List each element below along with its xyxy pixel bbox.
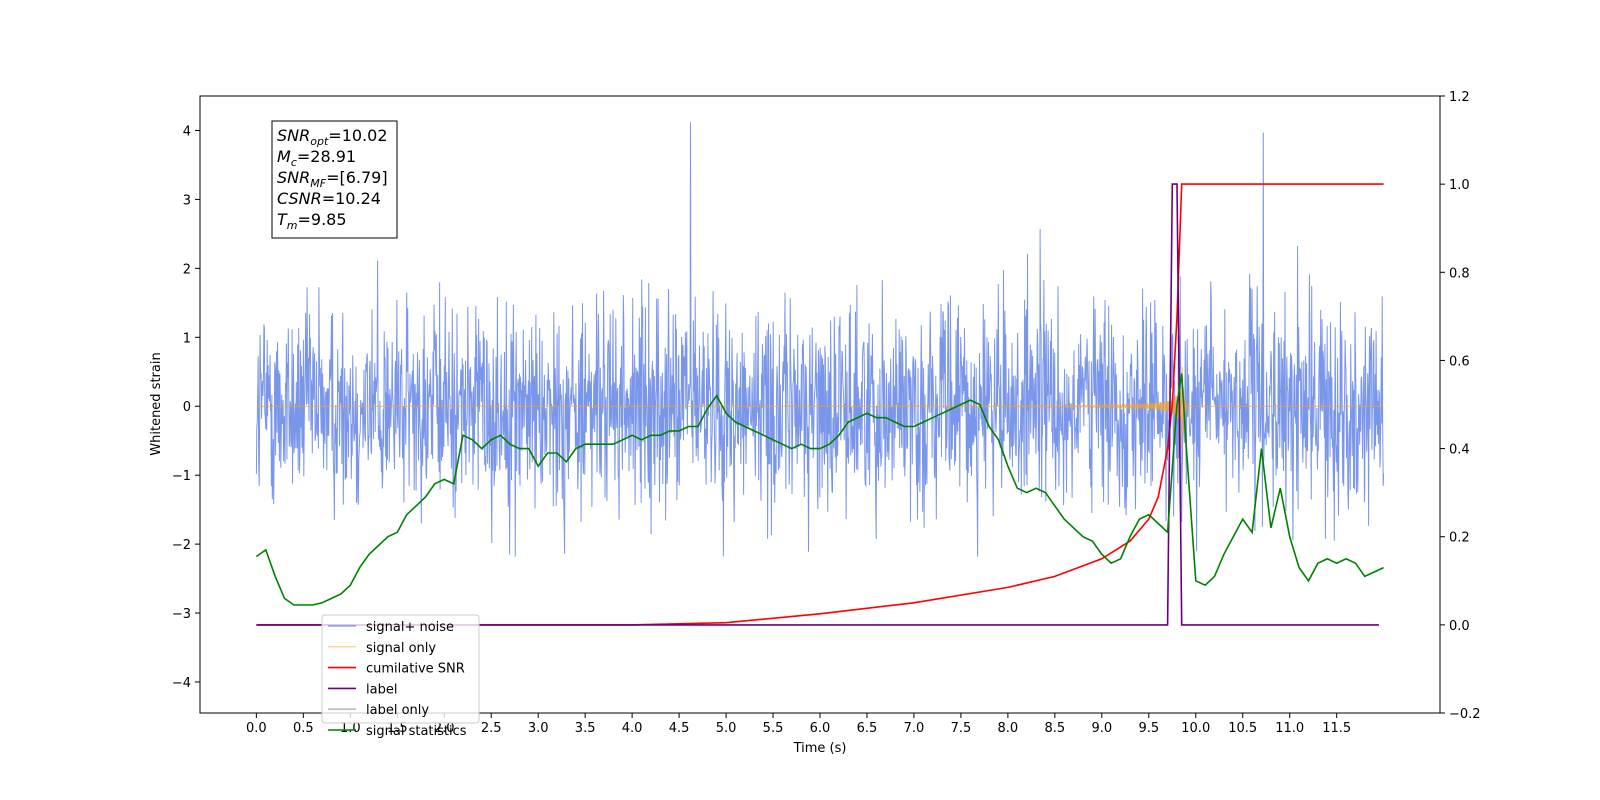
x-tick-label: 5.5 bbox=[763, 721, 784, 736]
annotation-line: Tm=9.85 bbox=[277, 210, 347, 232]
x-tick-label: 6.5 bbox=[857, 721, 878, 736]
x-tick-label: 8.0 bbox=[998, 721, 1019, 736]
x-tick-label: 4.5 bbox=[669, 721, 690, 736]
plot-area bbox=[255, 122, 1385, 626]
annotation-line: SNRopt=10.02 bbox=[277, 126, 388, 148]
legend-label-label-only: label only bbox=[366, 703, 429, 718]
x-tick-label: 1.5 bbox=[387, 721, 408, 736]
y-tick-label: 0 bbox=[183, 400, 191, 415]
y-tick-label: −1 bbox=[172, 469, 191, 484]
x-tick-label: 2.0 bbox=[434, 721, 455, 736]
legend-label-signal-noise: signal+ noise bbox=[366, 620, 454, 635]
series-label bbox=[256, 183, 1379, 626]
series-signal-only bbox=[256, 366, 1384, 449]
x-tick-label: 6.0 bbox=[810, 721, 831, 736]
x-tick-label: 9.5 bbox=[1138, 721, 1159, 736]
series-signal-statistics bbox=[255, 373, 1384, 606]
x-tick-label: 0.5 bbox=[293, 721, 314, 736]
y-tick-label: 1 bbox=[183, 331, 191, 346]
metrics-annotation-box: SNRopt=10.02Mc=28.91SNRMF=[6.79]CSNR=10.… bbox=[271, 120, 398, 239]
y2-tick-label: 0.0 bbox=[1449, 619, 1470, 634]
y2-tick-label: 0.8 bbox=[1449, 266, 1470, 281]
y2-tick-label: 0.4 bbox=[1449, 443, 1470, 458]
x-tick-label: 10.5 bbox=[1228, 721, 1257, 736]
legend-label-cumilative-snr: cumilative SNR bbox=[366, 662, 465, 677]
y2-tick-label: 0.2 bbox=[1449, 531, 1470, 546]
annotation-frame bbox=[271, 120, 398, 239]
annotation-line: Mc=28.91 bbox=[277, 147, 356, 169]
x-axis-label: Time (s) bbox=[793, 741, 847, 756]
series-signal-noise bbox=[255, 122, 1385, 557]
y2-tick-label: 0.6 bbox=[1449, 354, 1470, 369]
x-axis: 0.0 0.5 1.0 1.5 2.0 2.5 3.0 3.5 4.0 4.5 5.0 5.5 6.0 6… bbox=[246, 713, 1351, 736]
legend-label-signal-statistics: signal statistics bbox=[366, 724, 467, 739]
x-tick-label: 4.0 bbox=[622, 721, 643, 736]
legend-frame bbox=[321, 614, 480, 724]
y2-tick-label: 1.0 bbox=[1449, 178, 1470, 193]
x-tick-label: 2.5 bbox=[481, 721, 502, 736]
x-tick-label: 11.0 bbox=[1275, 721, 1304, 736]
legend-label-signal-only: signal only bbox=[366, 641, 436, 656]
y-axis-right: 1.2 1.0 0.8 0.6 0.4 0.2 0.0 −0.2 bbox=[1440, 90, 1481, 722]
legend-label-label: label bbox=[366, 682, 397, 697]
y-tick-label: −4 bbox=[172, 676, 191, 691]
y-tick-label: 4 bbox=[183, 124, 191, 139]
x-tick-label: 3.5 bbox=[575, 721, 596, 736]
y-tick-label: −2 bbox=[172, 538, 191, 553]
y2-tick-label: 1.2 bbox=[1449, 90, 1470, 105]
x-tick-label: 0.0 bbox=[246, 721, 267, 736]
y-tick-label: 3 bbox=[183, 193, 191, 208]
x-tick-label: 3.0 bbox=[528, 721, 549, 736]
y-tick-label: 2 bbox=[183, 262, 191, 277]
annotation-line: CSNR=10.24 bbox=[277, 189, 381, 208]
y2-tick-label: −0.2 bbox=[1449, 707, 1481, 722]
annotation-line: SNRMF=[6.79] bbox=[277, 168, 388, 190]
x-tick-label: 10.0 bbox=[1181, 721, 1210, 736]
x-tick-label: 5.0 bbox=[716, 721, 737, 736]
x-tick-label: 1.0 bbox=[340, 721, 361, 736]
x-tick-label: 8.5 bbox=[1045, 721, 1066, 736]
x-tick-label: 11.5 bbox=[1322, 721, 1351, 736]
x-tick-label: 7.5 bbox=[951, 721, 972, 736]
y-axis-label: Whitened strain bbox=[149, 352, 164, 455]
y-tick-label: −3 bbox=[172, 607, 191, 622]
y-axis-left: 4 3 2 1 0 −1 −2 −3 −4 bbox=[172, 124, 200, 691]
legend: signal+ noise signal only cumilative SNR la… bbox=[321, 614, 480, 739]
x-tick-label: 7.0 bbox=[904, 721, 925, 736]
x-tick-label: 9.0 bbox=[1091, 721, 1112, 736]
